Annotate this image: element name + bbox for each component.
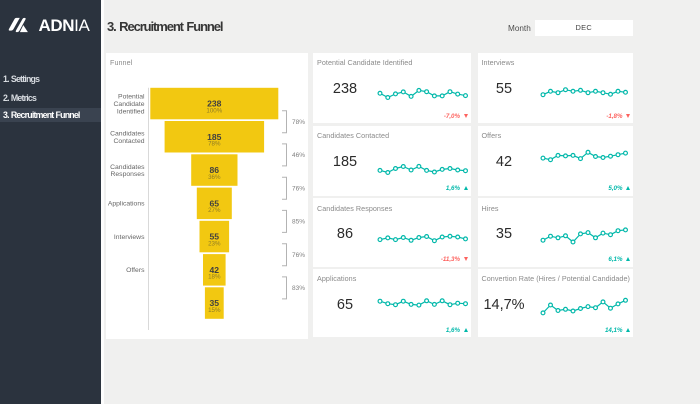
svg-text:Identified: Identified: [117, 108, 145, 115]
svg-text:Offers: Offers: [126, 267, 145, 274]
svg-text:15%: 15%: [208, 306, 221, 313]
svg-text:46%: 46%: [292, 152, 305, 159]
svg-text:78%: 78%: [208, 140, 221, 147]
svg-text:85%: 85%: [292, 218, 305, 225]
svg-text:86: 86: [210, 165, 220, 175]
svg-text:23%: 23%: [208, 240, 221, 247]
svg-text:42: 42: [210, 264, 220, 274]
svg-text:27%: 27%: [208, 207, 221, 214]
svg-text:185: 185: [207, 131, 222, 141]
svg-text:76%: 76%: [292, 185, 305, 192]
svg-text:35: 35: [210, 298, 220, 308]
svg-text:238: 238: [207, 98, 222, 108]
svg-text:Candidate: Candidate: [114, 100, 145, 107]
svg-text:Candidates: Candidates: [110, 130, 145, 137]
svg-text:Contacted: Contacted: [114, 137, 145, 144]
svg-text:83%: 83%: [292, 285, 305, 292]
svg-text:Interviews: Interviews: [114, 234, 145, 241]
svg-text:18%: 18%: [208, 273, 221, 280]
svg-text:100%: 100%: [206, 107, 222, 114]
svg-text:Candidates: Candidates: [110, 163, 145, 170]
svg-text:76%: 76%: [292, 252, 305, 259]
svg-text:65: 65: [210, 198, 220, 208]
svg-text:Responses: Responses: [110, 171, 145, 178]
svg-text:78%: 78%: [292, 119, 305, 126]
svg-text:36%: 36%: [208, 173, 221, 180]
svg-text:55: 55: [210, 231, 220, 241]
svg-text:Potential: Potential: [118, 93, 145, 100]
svg-text:Applications: Applications: [108, 200, 145, 207]
